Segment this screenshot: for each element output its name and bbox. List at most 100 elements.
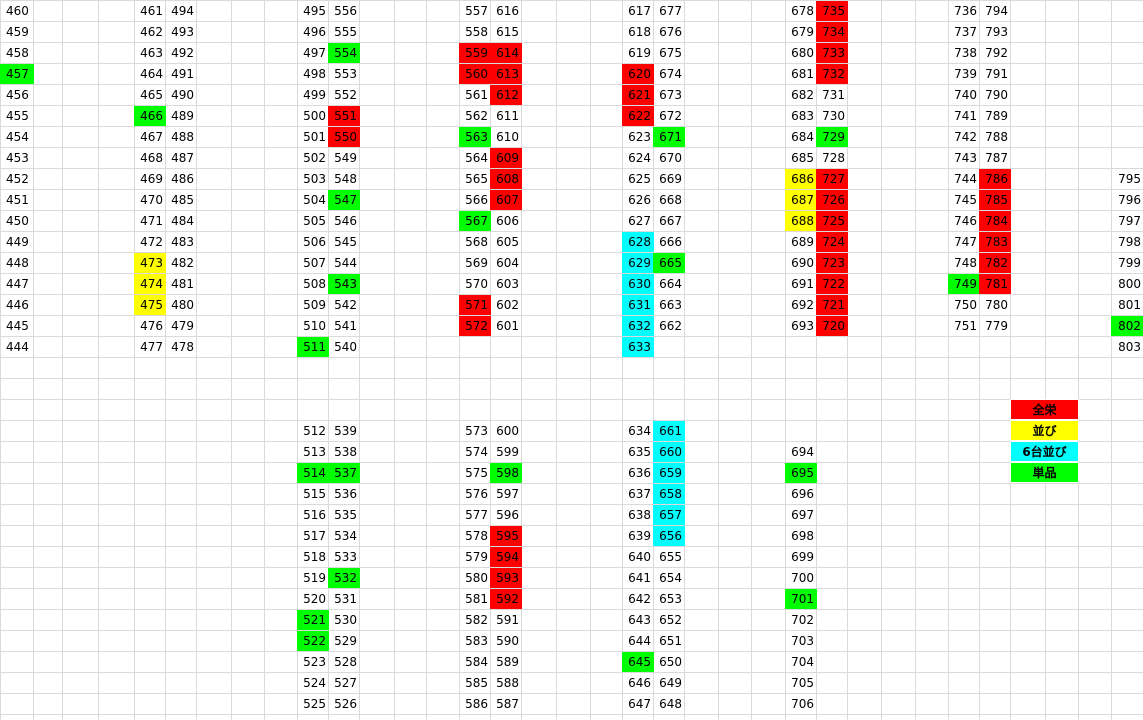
machine-number-cell[interactable]: 801 bbox=[1118, 298, 1141, 312]
machine-number-cell[interactable]: 575 bbox=[465, 466, 488, 480]
machine-number-cell[interactable]: 789 bbox=[985, 109, 1008, 123]
machine-number-cell[interactable]: 738 bbox=[954, 46, 977, 60]
machine-number-cell[interactable]: 797 bbox=[1118, 214, 1141, 228]
machine-number-cell[interactable]: 637 bbox=[628, 487, 651, 501]
machine-number-cell[interactable]: 701 bbox=[785, 589, 817, 609]
machine-number-cell[interactable]: 497 bbox=[303, 46, 326, 60]
machine-number-cell[interactable]: 613 bbox=[490, 64, 522, 84]
machine-number-cell[interactable]: 699 bbox=[791, 550, 814, 564]
machine-number-cell[interactable]: 732 bbox=[816, 64, 848, 84]
machine-number-cell[interactable]: 694 bbox=[791, 445, 814, 459]
machine-number-cell[interactable]: 627 bbox=[628, 214, 651, 228]
machine-number-cell[interactable]: 490 bbox=[171, 88, 194, 102]
machine-number-cell[interactable]: 481 bbox=[171, 277, 194, 291]
machine-number-cell[interactable]: 469 bbox=[140, 172, 163, 186]
machine-number-cell[interactable]: 733 bbox=[816, 43, 848, 63]
machine-number-cell[interactable]: 506 bbox=[303, 235, 326, 249]
machine-number-cell[interactable]: 657 bbox=[653, 505, 685, 525]
machine-number-cell[interactable]: 623 bbox=[628, 130, 651, 144]
machine-number-cell[interactable]: 653 bbox=[659, 592, 682, 606]
machine-number-cell[interactable]: 605 bbox=[496, 235, 519, 249]
machine-number-cell[interactable]: 456 bbox=[6, 88, 29, 102]
machine-number-cell[interactable]: 449 bbox=[6, 235, 29, 249]
machine-number-cell[interactable]: 643 bbox=[628, 613, 651, 627]
machine-number-cell[interactable]: 475 bbox=[134, 295, 166, 315]
machine-number-cell[interactable]: 784 bbox=[979, 211, 1011, 231]
machine-number-cell[interactable]: 802 bbox=[1111, 316, 1143, 336]
machine-number-cell[interactable]: 644 bbox=[628, 634, 651, 648]
machine-number-cell[interactable]: 543 bbox=[328, 274, 360, 294]
machine-number-cell[interactable]: 781 bbox=[979, 274, 1011, 294]
machine-number-cell[interactable]: 445 bbox=[6, 319, 29, 333]
machine-number-cell[interactable]: 656 bbox=[653, 526, 685, 546]
machine-number-cell[interactable]: 696 bbox=[791, 487, 814, 501]
machine-number-cell[interactable]: 480 bbox=[171, 298, 194, 312]
machine-number-cell[interactable]: 518 bbox=[303, 550, 326, 564]
machine-number-cell[interactable]: 571 bbox=[459, 295, 491, 315]
machine-number-cell[interactable]: 625 bbox=[628, 172, 651, 186]
machine-number-cell[interactable]: 668 bbox=[659, 193, 682, 207]
machine-number-cell[interactable]: 619 bbox=[628, 46, 651, 60]
machine-number-cell[interactable]: 680 bbox=[791, 46, 814, 60]
machine-number-cell[interactable]: 679 bbox=[791, 25, 814, 39]
machine-number-cell[interactable]: 451 bbox=[6, 193, 29, 207]
machine-number-cell[interactable]: 512 bbox=[303, 424, 326, 438]
machine-number-cell[interactable]: 600 bbox=[496, 424, 519, 438]
machine-number-cell[interactable]: 676 bbox=[659, 25, 682, 39]
machine-number-cell[interactable]: 517 bbox=[303, 529, 326, 543]
machine-number-cell[interactable]: 558 bbox=[465, 25, 488, 39]
machine-number-cell[interactable]: 579 bbox=[465, 550, 488, 564]
machine-number-cell[interactable]: 629 bbox=[622, 253, 654, 273]
machine-number-cell[interactable]: 646 bbox=[628, 676, 651, 690]
machine-number-cell[interactable]: 683 bbox=[791, 109, 814, 123]
machine-number-cell[interactable]: 491 bbox=[171, 67, 194, 81]
machine-number-cell[interactable]: 546 bbox=[334, 214, 357, 228]
machine-number-cell[interactable]: 495 bbox=[303, 4, 326, 18]
machine-number-cell[interactable]: 538 bbox=[334, 445, 357, 459]
machine-number-cell[interactable]: 621 bbox=[622, 85, 654, 105]
machine-number-cell[interactable]: 791 bbox=[985, 67, 1008, 81]
machine-number-cell[interactable]: 548 bbox=[334, 172, 357, 186]
machine-number-cell[interactable]: 630 bbox=[622, 274, 654, 294]
machine-number-cell[interactable]: 589 bbox=[496, 655, 519, 669]
machine-number-cell[interactable]: 527 bbox=[334, 676, 357, 690]
machine-number-cell[interactable]: 464 bbox=[140, 67, 163, 81]
machine-number-cell[interactable]: 803 bbox=[1118, 340, 1141, 354]
machine-number-cell[interactable]: 737 bbox=[954, 25, 977, 39]
machine-number-cell[interactable]: 787 bbox=[985, 151, 1008, 165]
machine-number-cell[interactable]: 697 bbox=[791, 508, 814, 522]
machine-number-cell[interactable]: 588 bbox=[496, 676, 519, 690]
machine-number-cell[interactable]: 557 bbox=[465, 4, 488, 18]
machine-number-cell[interactable]: 478 bbox=[171, 340, 194, 354]
machine-number-cell[interactable]: 505 bbox=[303, 214, 326, 228]
machine-number-cell[interactable]: 514 bbox=[297, 463, 329, 483]
machine-number-cell[interactable]: 583 bbox=[465, 634, 488, 648]
machine-number-cell[interactable]: 516 bbox=[303, 508, 326, 522]
machine-number-cell[interactable]: 453 bbox=[6, 151, 29, 165]
machine-number-cell[interactable]: 465 bbox=[140, 88, 163, 102]
machine-number-cell[interactable]: 585 bbox=[465, 676, 488, 690]
machine-number-cell[interactable]: 533 bbox=[334, 550, 357, 564]
machine-number-cell[interactable]: 641 bbox=[628, 571, 651, 585]
machine-number-cell[interactable]: 739 bbox=[954, 67, 977, 81]
machine-number-cell[interactable]: 698 bbox=[791, 529, 814, 543]
machine-number-cell[interactable]: 692 bbox=[791, 298, 814, 312]
machine-number-cell[interactable]: 635 bbox=[628, 445, 651, 459]
machine-number-cell[interactable]: 700 bbox=[791, 571, 814, 585]
machine-number-cell[interactable]: 703 bbox=[791, 634, 814, 648]
machine-number-cell[interactable]: 494 bbox=[171, 4, 194, 18]
machine-number-cell[interactable]: 785 bbox=[979, 190, 1011, 210]
machine-number-cell[interactable]: 741 bbox=[954, 109, 977, 123]
machine-number-cell[interactable]: 690 bbox=[791, 256, 814, 270]
machine-number-cell[interactable]: 727 bbox=[816, 169, 848, 189]
machine-number-cell[interactable]: 705 bbox=[791, 676, 814, 690]
machine-number-cell[interactable]: 568 bbox=[465, 235, 488, 249]
machine-number-cell[interactable]: 745 bbox=[954, 193, 977, 207]
machine-number-cell[interactable]: 566 bbox=[465, 193, 488, 207]
machine-number-cell[interactable]: 645 bbox=[622, 652, 654, 672]
machine-number-cell[interactable]: 672 bbox=[659, 109, 682, 123]
machine-number-cell[interactable]: 659 bbox=[653, 463, 685, 483]
machine-number-cell[interactable]: 519 bbox=[303, 571, 326, 585]
machine-number-cell[interactable]: 452 bbox=[6, 172, 29, 186]
machine-number-cell[interactable]: 611 bbox=[496, 109, 519, 123]
